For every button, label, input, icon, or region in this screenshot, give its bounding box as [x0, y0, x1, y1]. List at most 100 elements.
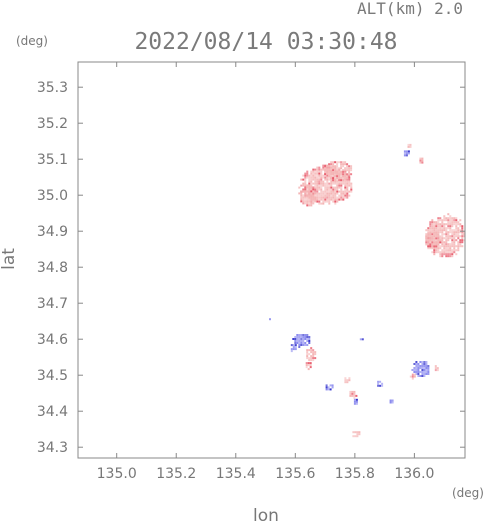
echo-cell-positive — [449, 223, 452, 226]
echo-cell-positive — [435, 237, 438, 240]
echo-cell-positive — [332, 182, 335, 185]
x-tick-label: 135.0 — [97, 466, 137, 482]
echo-cell-positive — [346, 190, 349, 193]
echo-cell-positive — [300, 184, 303, 187]
echo-cell-negative — [377, 382, 380, 385]
echo-cell-positive — [447, 253, 450, 256]
echo-cell-positive — [447, 219, 450, 222]
echo-cell-positive — [312, 349, 315, 352]
echo-cell-positive — [455, 253, 458, 256]
echo-cell-positive — [330, 190, 333, 193]
echo-cell-positive — [330, 171, 333, 174]
echo-cell-positive — [334, 167, 337, 170]
altitude-label: ALT(km) 2.0 — [357, 0, 463, 18]
echo-cell-positive — [449, 253, 452, 256]
echo-cell-positive — [316, 184, 319, 187]
echo-cell-positive — [307, 364, 310, 367]
echo-cell-positive — [310, 186, 313, 189]
echo-cell-positive — [310, 178, 313, 181]
echo-cell-positive — [356, 435, 359, 438]
echo-cell-negative — [415, 373, 418, 375]
echo-cell-positive — [305, 366, 308, 369]
echo-cell-positive — [354, 431, 357, 434]
echo-cell-positive — [332, 169, 335, 172]
echo-cell-positive — [336, 196, 339, 199]
echo-cell-positive — [330, 173, 333, 176]
echo-cell-positive — [324, 165, 327, 168]
echo-cell-positive — [342, 179, 345, 182]
echo-cell-negative — [405, 152, 408, 155]
echo-cell-positive — [312, 170, 315, 173]
echo-cell-positive — [334, 165, 337, 168]
echo-cell-positive — [342, 194, 345, 197]
echo-cell-positive — [449, 227, 452, 230]
echo-cell-positive — [348, 184, 351, 187]
echo-cell-positive — [310, 202, 313, 205]
echo-cell-positive — [308, 192, 311, 195]
echo-cell-positive — [316, 176, 319, 179]
echo-cell-positive — [304, 172, 307, 175]
echo-cell-positive — [443, 215, 446, 218]
echo-cell-positive — [305, 364, 308, 367]
echo-cell-positive — [314, 178, 317, 181]
echo-cell-positive — [427, 237, 430, 240]
echo-cell-positive — [445, 241, 448, 244]
echo-cell-positive — [353, 396, 356, 399]
echo-cell-positive — [340, 179, 343, 182]
echo-cell-negative — [403, 152, 406, 155]
echo-cell-positive — [308, 184, 311, 187]
echo-cell-positive — [324, 198, 327, 201]
echo-cell-positive — [314, 190, 317, 193]
echo-cell-negative — [308, 338, 311, 340]
echo-cell-positive — [407, 143, 410, 146]
echo-cell-positive — [449, 245, 452, 248]
echo-cell-negative — [423, 361, 426, 363]
echo-cell-negative — [419, 371, 422, 373]
echo-cell-positive — [453, 247, 456, 250]
echo-cell-positive — [427, 241, 430, 244]
echo-cell-positive — [340, 186, 343, 189]
echo-cell-positive — [427, 229, 430, 232]
echo-cell-positive — [310, 180, 313, 183]
echo-cell-positive — [447, 221, 450, 224]
echo-cell-positive — [306, 200, 309, 203]
echo-cell-positive — [320, 168, 323, 171]
echo-cell-positive — [439, 223, 442, 226]
echo-cell-positive — [340, 188, 343, 191]
echo-cell-positive — [463, 233, 465, 236]
echo-cell-positive — [310, 359, 313, 362]
echo-cell-positive — [439, 247, 442, 250]
echo-cell-positive — [445, 217, 448, 220]
echo-cell-positive — [457, 247, 460, 250]
echo-cell-positive — [451, 217, 454, 220]
echo-cell-positive — [344, 175, 347, 178]
echo-cell-negative — [353, 400, 356, 403]
echo-cell-negative — [425, 373, 428, 375]
echo-cell-positive — [308, 176, 311, 179]
echo-cell-positive — [455, 231, 458, 234]
echo-cell-positive — [447, 255, 450, 258]
echo-cell-positive — [302, 190, 305, 193]
echo-cell-positive — [322, 166, 325, 169]
echo-cell-positive — [344, 196, 347, 199]
echo-cell-positive — [439, 237, 442, 240]
echo-cell-positive — [306, 198, 309, 201]
echo-cell-positive — [330, 167, 333, 170]
echo-cell-positive — [344, 182, 347, 185]
y-tick-label: 34.4 — [37, 404, 68, 420]
echo-cell-positive — [429, 243, 432, 246]
echo-cell-positive — [457, 245, 460, 248]
echo-cell-negative — [427, 371, 430, 373]
echo-cell-positive — [342, 169, 345, 172]
echo-cell-positive — [336, 192, 339, 195]
y-tick-label: 35.2 — [37, 116, 68, 132]
echo-cell-positive — [320, 194, 323, 197]
echo-cell-negative — [300, 344, 303, 346]
echo-cell-positive — [453, 221, 456, 224]
echo-cell-positive — [328, 182, 331, 185]
echo-cell-positive — [447, 245, 450, 248]
echo-cell-positive — [413, 373, 416, 376]
echo-cell-positive — [449, 225, 452, 228]
echo-cell-negative — [294, 342, 297, 344]
x-tick-label: 135.4 — [216, 466, 256, 482]
